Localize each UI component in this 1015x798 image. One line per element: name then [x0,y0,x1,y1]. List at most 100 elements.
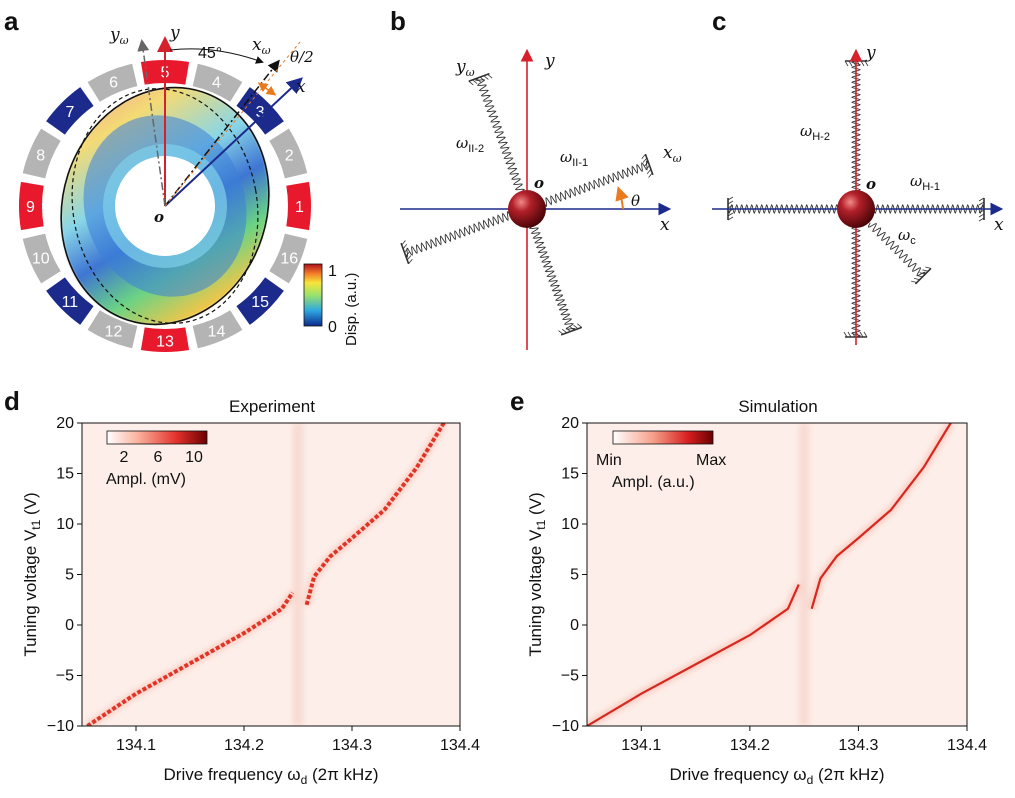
panel-e: e Simulation 134.1 134.2 134.3 134.4 −10 −5 0 5… [510,386,987,787]
label-omega-ii1: ωII-1 [560,148,588,169]
label-omega-ii2: ωII-2 [456,134,484,155]
sim-xtick-label-3: 134.4 [947,737,987,754]
exp-ytick-label-3: 5 [65,567,74,584]
spring-b-ii2-wall [468,72,493,86]
electrode-label-6: 6 [109,75,118,92]
sim-xlabel: Drive frequency ωd (2π kHz) [670,765,885,787]
panel-letter-b: b [390,6,406,36]
electrode-label-3: 3 [256,104,265,121]
spring-b-left-wall [400,240,413,265]
electrode-label-16: 16 [280,250,298,267]
sim-ytick-label-1: −5 [561,668,579,685]
exp-xtick-label-0: 134.1 [116,737,156,754]
exp-xtick-label-3: 134.4 [440,737,480,754]
colorbar-d-tick-2: 10 [185,449,203,466]
sim-gap-band [799,423,810,726]
spring-b-bottom-spring [528,225,576,332]
electrode-13 [140,327,190,353]
panel-d: d Experiment 134.1 134.2 134.3 134.4 −10 −5 0 5… [4,386,480,787]
heatmap-simulation: 134.1 134.2 134.3 134.4 −10 −5 0 5 10 15 20 Drive f… [526,415,987,787]
theta-arc-b [615,186,629,210]
electrode-ring: 12345678910111213141516 [18,60,312,353]
label-origin-a: o [154,208,164,226]
angle-label-theta-half: θ/2 [290,48,314,66]
chart-title-d: Experiment [229,397,315,416]
sim-ytick-label-2: 0 [570,617,579,634]
spring-c-coupling-wall [911,266,932,285]
axis-x-a [164,77,303,207]
electrode-label-13: 13 [156,334,174,351]
sim-xtick-label-1: 134.2 [730,737,770,754]
mass-ball-b [508,190,546,228]
exp-ylabel: Tuning voltage Vt1 (V) [21,492,43,656]
sim-background [587,423,967,726]
exp-ytick-label-0: −10 [47,718,74,735]
axis-x-omega-a [164,59,280,207]
label-y-c: y [865,43,876,63]
axis-y-omega-a [137,39,166,207]
electrode-8 [22,128,61,179]
panel-letter-c: c [712,6,726,36]
electrode-9 [18,181,44,231]
electrode-11 [46,277,94,325]
panel-b: b y yω xω x o θ ωII-1 ωII-2 [390,6,682,350]
label-origin-c: o [866,175,876,193]
exp-ytick-label-5: 15 [56,466,74,483]
label-y-omega-b: yω [455,57,475,79]
label-x-b: x [660,215,670,235]
sim-ytick-label-3: 5 [570,567,579,584]
label-omega-h2: ωH-2 [800,122,830,143]
electrode-label-1: 1 [295,199,304,216]
electrode-2 [269,128,308,179]
label-x-omega-a: xω [252,35,271,57]
label-x-a: x [296,77,306,97]
spring-c-coupling-spring [867,222,926,277]
colorbar-d-tick-0: 2 [120,449,129,466]
sim-ytick-label-5: 15 [561,466,579,483]
sim-upper-branch [810,423,952,610]
electrode-16 [269,233,308,284]
colorbar-a [303,263,323,327]
exp-lower-branch [86,591,295,726]
colorbar-d [106,430,208,445]
panel-letter-a: a [4,6,19,36]
exp-ytick-label-2: 0 [65,617,74,634]
electrode-label-7: 7 [65,104,74,121]
sim-xtick-label-0: 134.1 [621,737,661,754]
exp-ytick-label-6: 20 [56,415,74,432]
angle-arc-theta-half [257,82,277,96]
colorbar-e [612,430,714,445]
sim-xtick-label-2: 134.3 [838,737,878,754]
electrode-6 [87,63,138,102]
chart-title-e: Simulation [738,397,817,416]
sim-lower-branch [587,584,800,726]
colorbar-e-min: Min [596,452,622,469]
exp-xtick-label-1: 134.2 [224,737,264,754]
angle-arc-45 [169,48,264,64]
exp-xtick-label-2: 134.3 [332,737,372,754]
electrode-label-15: 15 [251,294,269,311]
colorbar-e-max: Max [696,452,726,469]
electrode-4 [192,63,243,102]
panel-a: a 12345678910111213141516 45° θ/2 y yω x… [4,6,360,353]
colorbar-d-label: Ampl. (mV) [106,471,186,488]
electrode-12 [87,310,138,349]
colorbar-d-tick-1: 6 [154,449,163,466]
panel-letter-d: d [4,386,20,416]
label-origin-b: o [534,174,544,192]
label-y-b: y [544,51,555,71]
electrode-15 [236,277,284,325]
springs-b [400,72,654,336]
label-omega-h1: ωH-1 [910,172,940,193]
colorbar-a-min: 0 [328,319,337,336]
label-y-a: y [169,23,180,43]
electrode-label-12: 12 [105,323,123,340]
sim-ytick-label-4: 10 [561,516,579,533]
spring-b-bottom-wall [558,323,583,336]
electrode-label-10: 10 [32,250,50,267]
electrode-label-8: 8 [36,148,45,165]
electrode-7 [46,87,94,135]
angle-label-45: 45° [198,45,222,62]
spring-b-left-spring [404,210,511,258]
